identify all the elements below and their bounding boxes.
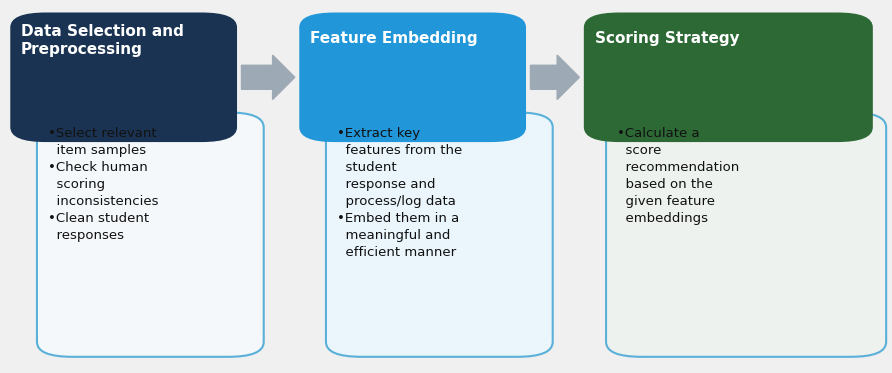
Polygon shape	[242, 55, 295, 100]
Text: Scoring Strategy: Scoring Strategy	[594, 31, 739, 46]
FancyBboxPatch shape	[300, 13, 526, 142]
Text: •Extract key
  features from the
  student
  response and
  process/log data
•Em: •Extract key features from the student r…	[336, 127, 462, 259]
Text: •Calculate a
  score
  recommendation
  based on the
  given feature
  embedding: •Calculate a score recommendation based …	[616, 127, 739, 225]
FancyBboxPatch shape	[37, 112, 264, 357]
FancyBboxPatch shape	[606, 112, 886, 357]
Text: •Select relevant
  item samples
•Check human
  scoring
  inconsistencies
•Clean : •Select relevant item samples •Check hum…	[47, 127, 158, 242]
Polygon shape	[531, 55, 580, 100]
Text: Data Selection and
Preprocessing: Data Selection and Preprocessing	[21, 23, 184, 57]
FancyBboxPatch shape	[584, 13, 873, 142]
Text: Feature Embedding: Feature Embedding	[310, 31, 477, 46]
FancyBboxPatch shape	[11, 13, 237, 142]
FancyBboxPatch shape	[326, 112, 553, 357]
